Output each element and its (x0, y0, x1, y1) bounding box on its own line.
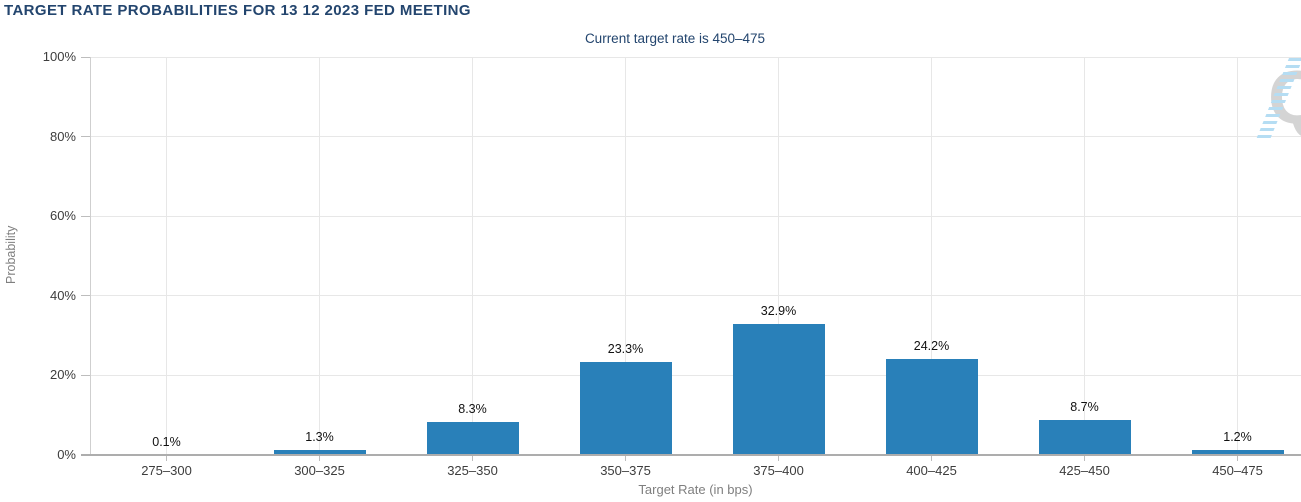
x-tick-mark (166, 455, 167, 461)
y-tick-label: 0% (57, 447, 76, 462)
x-tick-label: 325–350 (447, 463, 498, 478)
y-tick-mark (81, 374, 90, 376)
y-tick-mark (81, 56, 90, 58)
y-tick-label: 20% (49, 367, 76, 383)
bar-value-label: 8.3% (458, 401, 487, 416)
probability-bar (1038, 420, 1131, 455)
probability-bar (579, 362, 672, 455)
y-tick-mark (81, 295, 90, 297)
bar-value-label: 0.1% (152, 434, 181, 449)
bar-value-label: 8.7% (1070, 400, 1099, 415)
x-tick-label: 450–475 (1212, 463, 1263, 478)
y-gridline (90, 374, 1301, 376)
bar-value-label: 1.2% (1223, 430, 1252, 445)
y-gridline (90, 215, 1301, 217)
x-axis-title: Target Rate (in bps) (638, 482, 753, 497)
y-axis-line (89, 57, 91, 455)
x-tick-label: 300–325 (294, 463, 345, 478)
x-tick-mark (472, 455, 473, 461)
brand-watermark: Q (1245, 55, 1301, 165)
chart-subtitle: Current target rate is 450–475 (584, 31, 766, 46)
bar-value-label: 32.9% (760, 304, 797, 319)
y-tick-label: 80% (49, 128, 76, 144)
x-tick-mark (778, 455, 779, 461)
y-tick-mark (81, 136, 90, 138)
x-tick-label: 350–375 (600, 463, 651, 478)
probability-bar (273, 449, 366, 455)
x-tick-mark (1084, 455, 1085, 461)
y-gridline (90, 136, 1301, 138)
y-gridline (90, 295, 1301, 297)
probability-bar (426, 421, 519, 455)
x-tick-label: 400–425 (906, 463, 957, 478)
x-gridline (166, 57, 167, 455)
probability-bar (885, 358, 978, 455)
chart-title: TARGET RATE PROBABILITIES FOR 13 12 2023… (4, 2, 471, 19)
x-tick-mark (1237, 455, 1238, 461)
y-gridline (90, 56, 1301, 58)
x-tick-mark (931, 455, 932, 461)
y-tick-mark (81, 215, 90, 217)
x-tick-mark (625, 455, 626, 461)
y-tick-label: 60% (49, 208, 76, 224)
x-gridline (1084, 57, 1085, 455)
x-tick-mark (319, 455, 320, 461)
y-tick-label: 40% (49, 287, 76, 303)
x-tick-label: 425–450 (1059, 463, 1110, 478)
probability-bar (732, 324, 825, 455)
y-tick-label: 100% (42, 49, 76, 64)
x-tick-label: 375–400 (753, 463, 804, 478)
x-tick-label: 275–300 (141, 463, 192, 478)
x-gridline (1237, 57, 1238, 455)
x-gridline (319, 57, 320, 455)
bar-value-label: 1.3% (305, 429, 334, 444)
y-tick-mark (81, 454, 90, 456)
bar-value-label: 23.3% (607, 342, 644, 357)
bar-value-label: 24.2% (913, 338, 950, 353)
probability-bar (1191, 450, 1284, 455)
x-gridline (472, 57, 473, 455)
